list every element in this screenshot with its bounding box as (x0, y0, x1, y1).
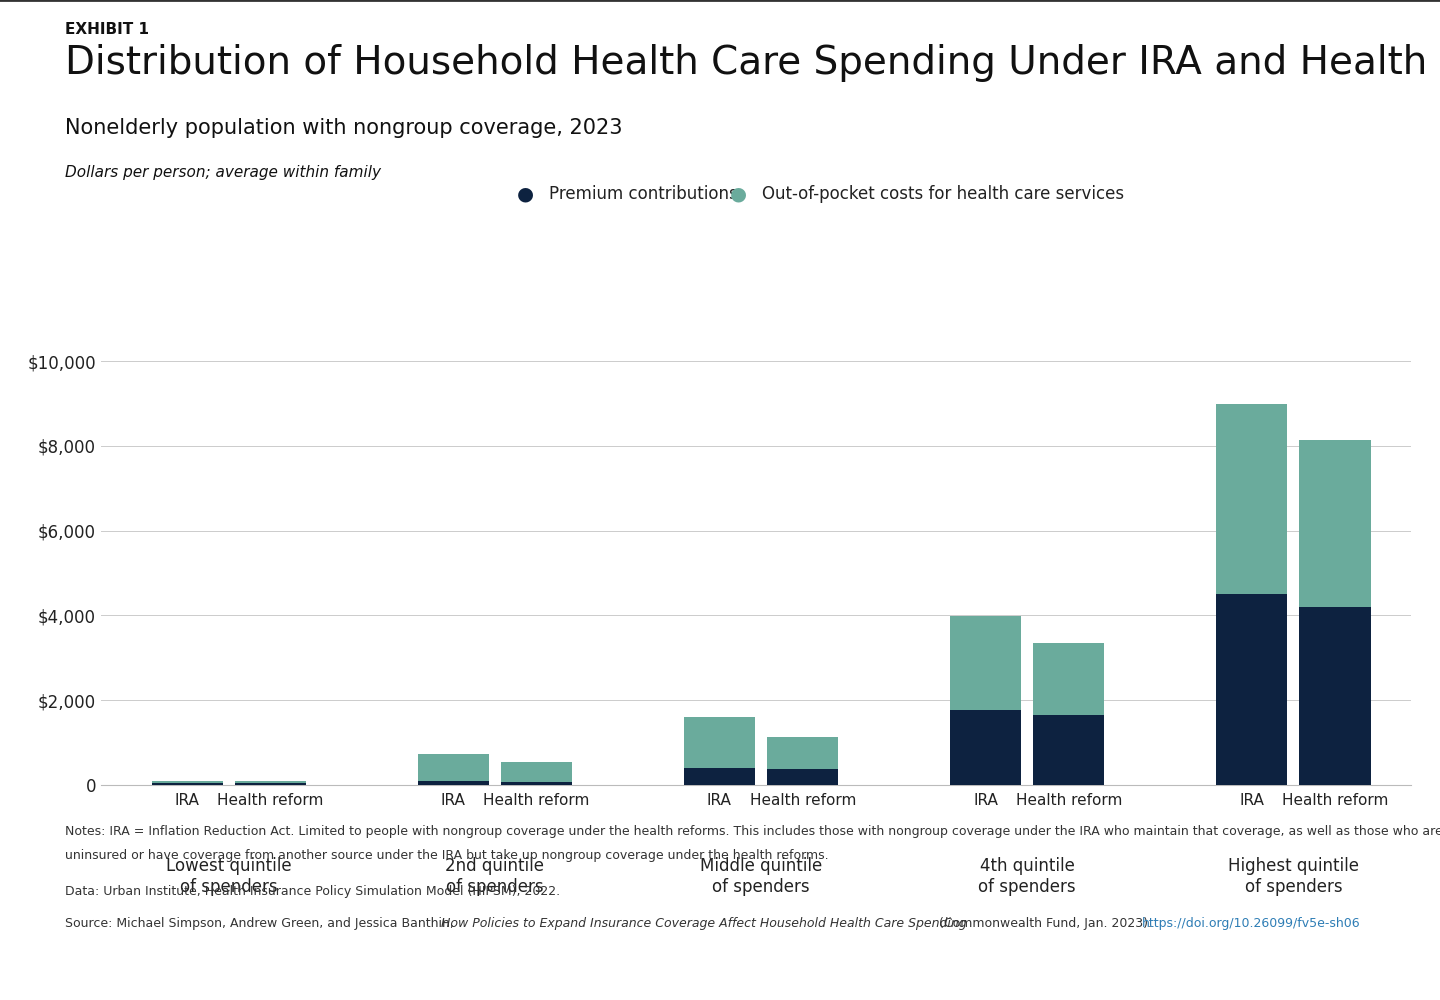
Bar (1299, 607, 1371, 785)
Text: Distribution of Household Health Care Spending Under IRA and Health Reforms: Distribution of Household Health Care Sp… (65, 44, 1440, 82)
Text: Source: Michael Simpson, Andrew Green, and Jessica Banthin,: Source: Michael Simpson, Andrew Green, a… (65, 917, 458, 930)
Bar (235, 781, 305, 783)
Text: Lowest quintile
of spenders: Lowest quintile of spenders (166, 857, 292, 896)
Bar (418, 781, 488, 785)
Bar (1217, 404, 1287, 594)
Text: Out-of-pocket costs for health care services: Out-of-pocket costs for health care serv… (762, 185, 1123, 203)
Bar (1217, 594, 1287, 785)
Bar (151, 783, 223, 785)
Text: https://doi.org/10.26099/fv5e-sh06: https://doi.org/10.26099/fv5e-sh06 (1142, 917, 1361, 930)
Text: 4th quintile
of spenders: 4th quintile of spenders (978, 857, 1076, 896)
Bar (1034, 643, 1104, 715)
Bar (501, 762, 572, 782)
Bar (768, 737, 838, 769)
Bar (684, 717, 755, 768)
Bar (950, 616, 1021, 710)
Bar (684, 768, 755, 785)
Text: Highest quintile
of spenders: Highest quintile of spenders (1228, 857, 1359, 896)
Bar (1034, 715, 1104, 785)
Bar (950, 710, 1021, 785)
Text: Notes: IRA = Inflation Reduction Act. Limited to people with nongroup coverage u: Notes: IRA = Inflation Reduction Act. Li… (65, 825, 1440, 838)
Text: Nonelderly population with nongroup coverage, 2023: Nonelderly population with nongroup cove… (65, 118, 622, 138)
Text: (Commonwealth Fund, Jan. 2023).: (Commonwealth Fund, Jan. 2023). (936, 917, 1156, 930)
Text: ●: ● (517, 184, 534, 204)
Text: uninsured or have coverage from another source under the IRA but take up nongrou: uninsured or have coverage from another … (65, 849, 828, 862)
Text: Dollars per person; average within family: Dollars per person; average within famil… (65, 165, 380, 180)
Bar (418, 754, 488, 781)
Bar (151, 781, 223, 783)
Text: How Policies to Expand Insurance Coverage Affect Household Health Care Spending: How Policies to Expand Insurance Coverag… (441, 917, 966, 930)
Text: EXHIBIT 1: EXHIBIT 1 (65, 22, 148, 37)
Text: Premium contributions: Premium contributions (549, 185, 737, 203)
Text: Middle quintile
of spenders: Middle quintile of spenders (700, 857, 822, 896)
Text: 2nd quintile
of spenders: 2nd quintile of spenders (445, 857, 544, 896)
Bar (1299, 440, 1371, 607)
Text: ●: ● (730, 184, 747, 204)
Text: Data: Urban Institute, Health Insurance Policy Simulation Model (HIPSM), 2022.: Data: Urban Institute, Health Insurance … (65, 885, 560, 898)
Bar (768, 769, 838, 785)
Bar (501, 782, 572, 785)
Bar (235, 783, 305, 785)
